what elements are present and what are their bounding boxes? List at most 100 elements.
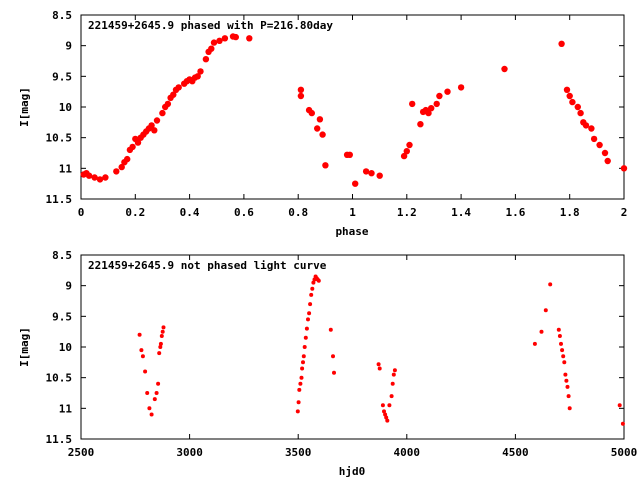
data-point	[232, 33, 239, 41]
y-axis-label: I[mag]	[18, 327, 31, 367]
y-tick-label: 10.5	[46, 132, 73, 145]
data-point	[297, 387, 302, 392]
x-tick-label: 0.8	[288, 206, 308, 219]
y-tick-label: 10.5	[46, 372, 73, 385]
data-point	[140, 354, 145, 359]
data-point	[620, 165, 628, 172]
chart-title: 221459+2645.9 phased with P=216.80day	[88, 19, 333, 32]
data-point	[574, 103, 581, 111]
data-point	[316, 116, 324, 123]
data-point	[457, 84, 465, 91]
data-point	[389, 394, 394, 399]
y-tick-label: 9	[65, 280, 72, 293]
x-tick-label: 3500	[285, 446, 312, 459]
y-tick-label: 10	[59, 341, 72, 354]
data-point	[85, 172, 93, 179]
data-point	[569, 98, 576, 106]
axis-ticks	[80, 14, 625, 200]
y-tick-labels: 8.5 9 9.5 10 10.5 11 11.5	[46, 249, 73, 446]
y-tick-labels: 8.5 9 9.5 10 10.5 11 11.5	[46, 9, 73, 206]
data-point	[346, 151, 353, 158]
x-tick-label: 0	[78, 206, 85, 219]
data-point	[118, 163, 125, 171]
data-point	[560, 348, 565, 353]
data-point	[164, 100, 172, 108]
data-point	[308, 302, 313, 307]
data-point	[331, 354, 335, 359]
data-point	[406, 141, 413, 149]
data-point	[308, 109, 315, 117]
data-point	[577, 109, 584, 117]
x-tick-label: 2	[621, 206, 628, 219]
data-point	[561, 354, 566, 359]
data-point	[160, 329, 165, 334]
data-point	[147, 406, 152, 411]
x-tick-label: 1.8	[560, 206, 580, 219]
data-point	[157, 351, 162, 356]
data-point	[175, 84, 182, 91]
data-point	[156, 381, 161, 386]
data-point	[436, 92, 443, 100]
data-point	[390, 381, 395, 386]
data-point	[91, 174, 98, 181]
data-point	[567, 406, 572, 411]
data-point	[129, 143, 136, 151]
data-point	[617, 403, 622, 408]
x-tick-label: 2500	[68, 446, 95, 459]
data-point	[149, 412, 154, 417]
data-point	[444, 88, 451, 95]
data-point	[433, 100, 440, 108]
data-point	[319, 131, 326, 138]
data-point	[328, 327, 333, 332]
x-tick-label: 1.6	[505, 206, 525, 219]
data-point	[134, 139, 142, 146]
data-point	[596, 141, 603, 149]
data-point	[368, 170, 375, 177]
data-point	[558, 40, 565, 47]
data-point	[332, 370, 336, 375]
data-point	[139, 348, 144, 353]
data-point	[143, 369, 148, 374]
y-tick-label: 11	[59, 162, 73, 175]
data-point	[194, 73, 201, 80]
data-point	[566, 92, 573, 100]
data-point	[376, 172, 383, 179]
data-point	[159, 334, 164, 338]
x-axis-label: phase	[335, 225, 368, 238]
y-tick-label: 10	[59, 101, 72, 114]
x-tick-label: 0.4	[180, 206, 200, 219]
data-point	[309, 292, 314, 297]
data-point	[208, 45, 215, 52]
data-point	[161, 325, 166, 330]
data-point	[297, 86, 305, 94]
data-point	[246, 35, 253, 42]
data-point	[352, 180, 359, 187]
data-point	[297, 92, 305, 100]
data-point	[566, 394, 571, 399]
data-point	[400, 152, 408, 160]
data-point	[314, 125, 321, 132]
data-point	[557, 334, 562, 338]
data-point	[221, 35, 229, 42]
data-point	[362, 168, 370, 175]
data-point	[158, 345, 163, 349]
data-point	[158, 341, 163, 346]
x-tick-label: 1.4	[451, 206, 471, 219]
y-tick-label: 11	[59, 402, 73, 415]
data-point	[311, 280, 316, 285]
x-tick-label: 4500	[502, 446, 529, 459]
data-point	[539, 329, 544, 334]
data-point	[562, 360, 567, 365]
data-point	[563, 86, 571, 94]
axis-ticks	[80, 254, 625, 440]
x-tick-labels: 2500 3000 3500 4000 4500 5000	[68, 446, 638, 459]
data-point	[565, 384, 570, 389]
y-tick-label: 11.5	[46, 433, 73, 446]
y-tick-label: 11.5	[46, 193, 73, 206]
data-point	[299, 375, 304, 380]
x-tick-label: 3000	[176, 446, 203, 459]
data-point	[302, 345, 307, 349]
y-tick-label: 9	[65, 40, 72, 53]
data-point	[295, 409, 300, 414]
